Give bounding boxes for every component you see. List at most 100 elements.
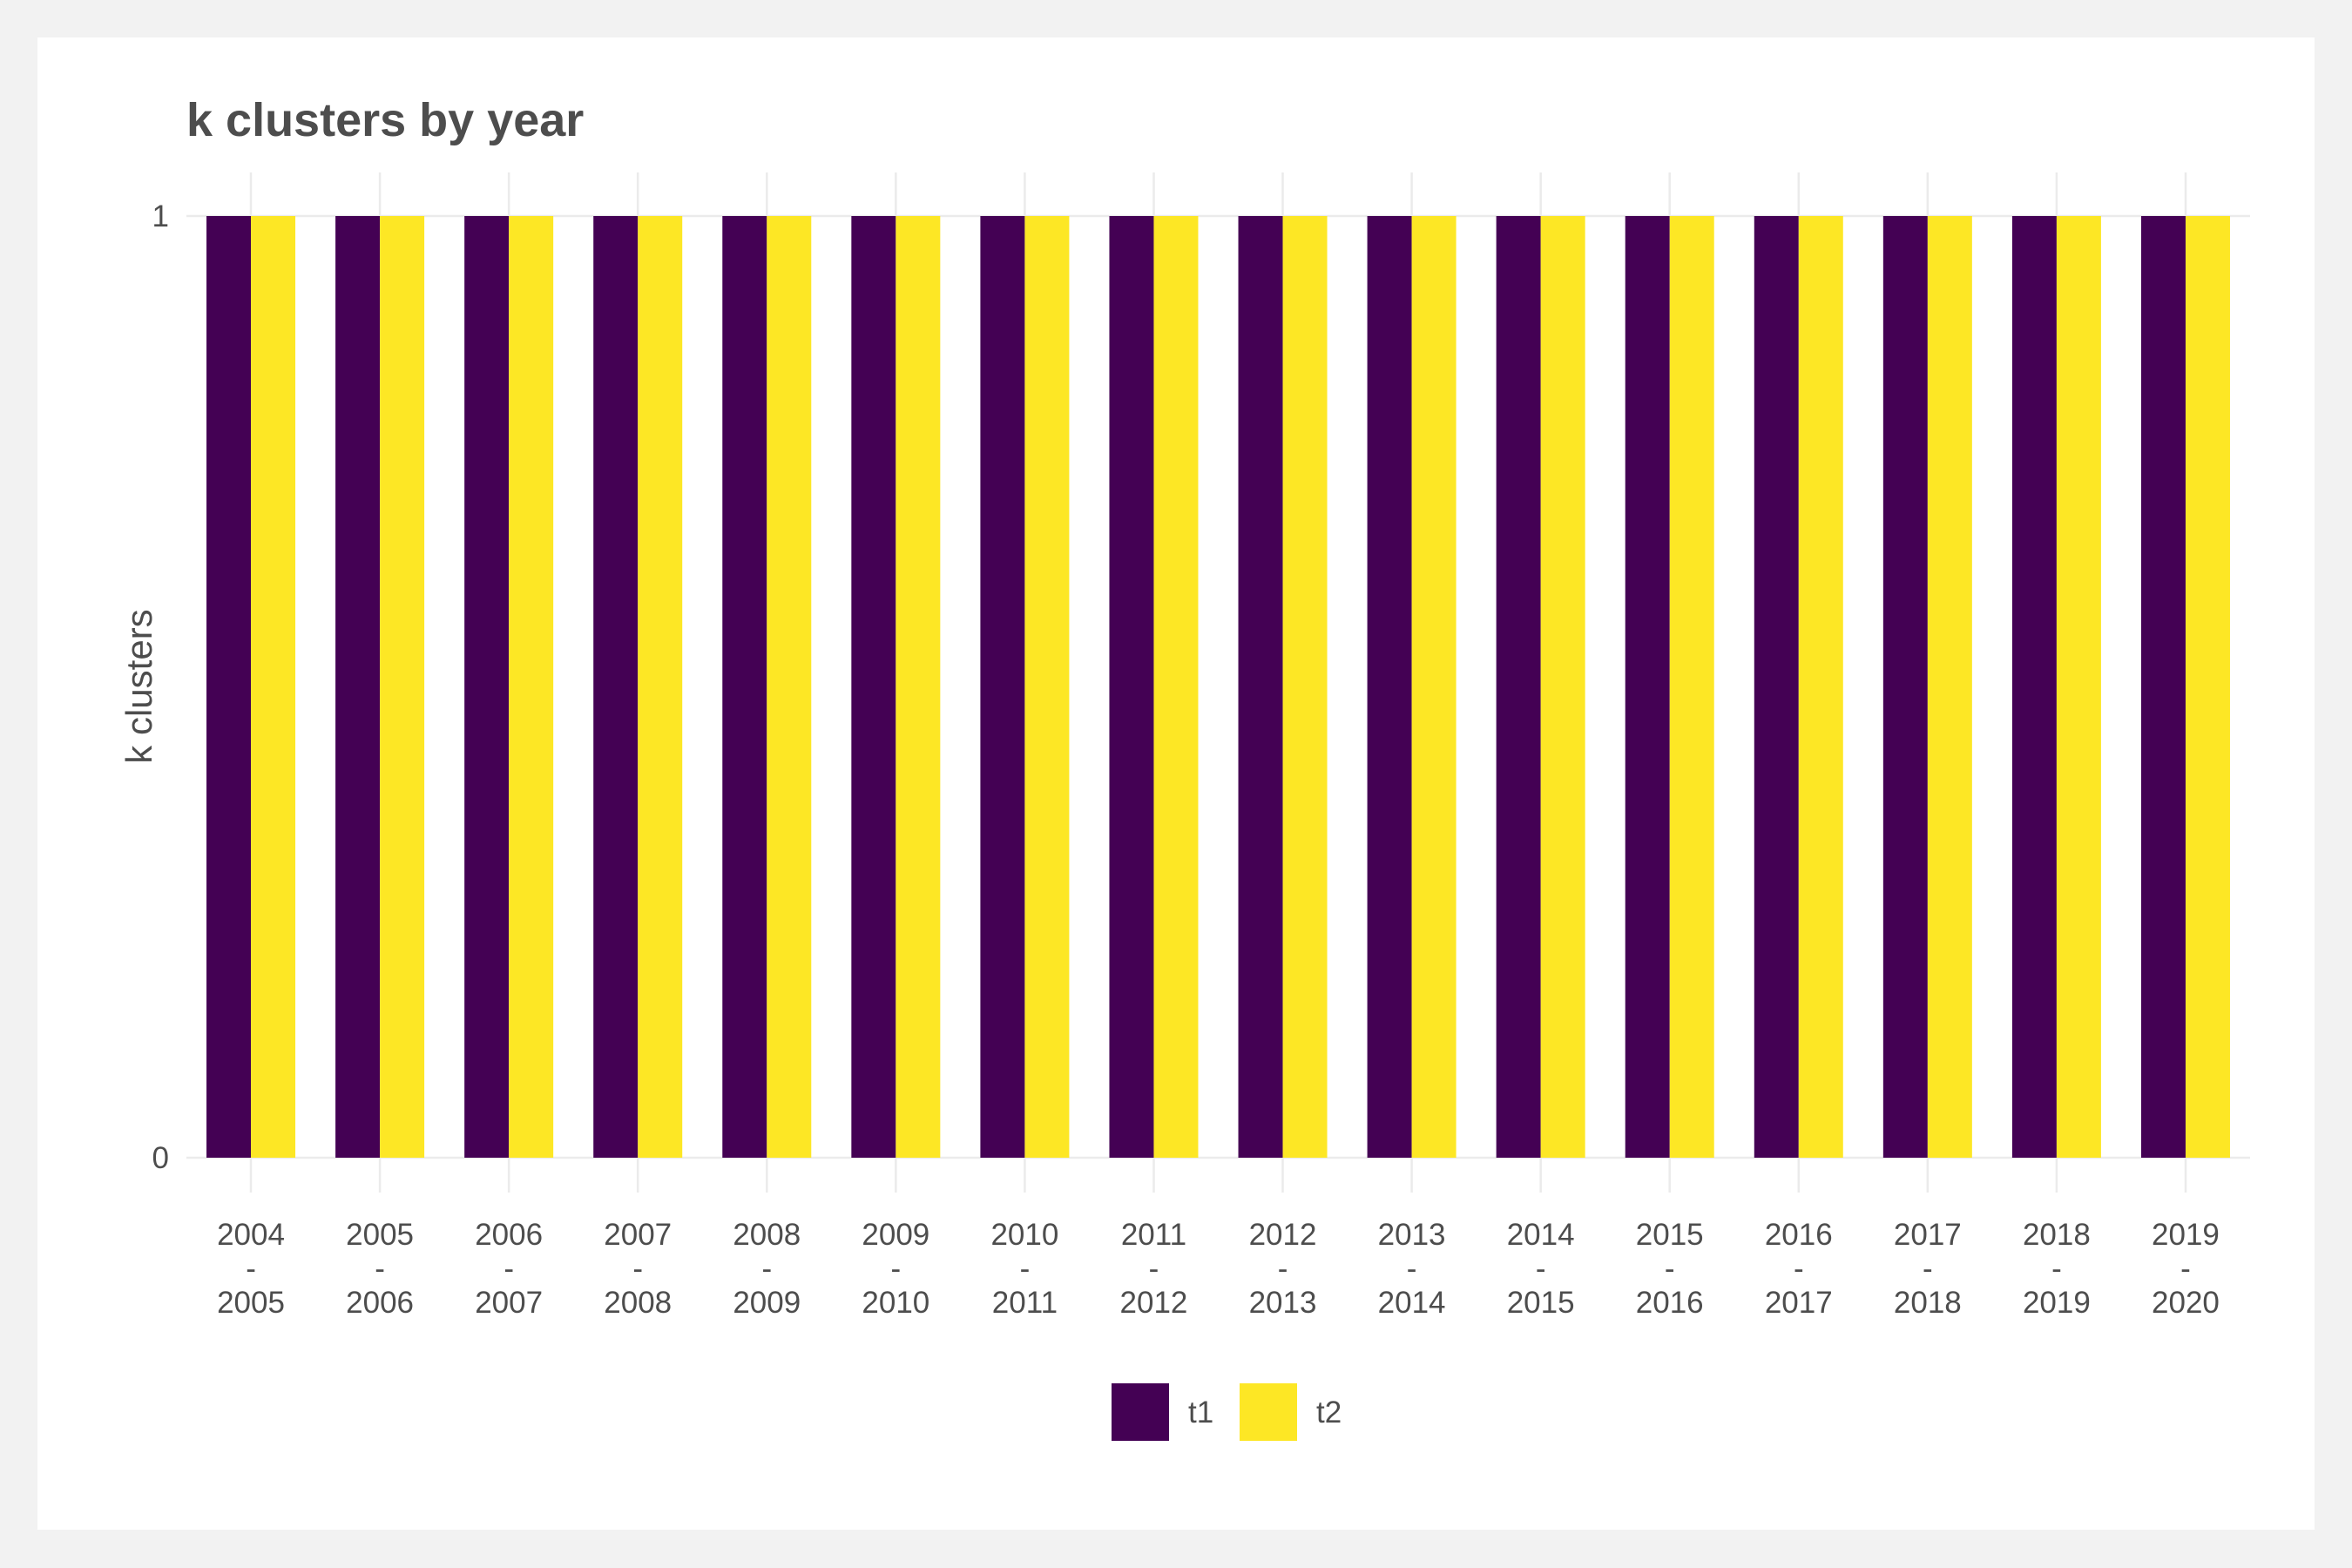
x-axis-ticks: 2004-20052005-20062006-20072007-20082008… <box>217 1218 2220 1320</box>
bar-t1-6 <box>980 216 1025 1158</box>
x-tick-label: 2015-2016 <box>1636 1218 1704 1320</box>
legend-swatch-t2 <box>1240 1383 1297 1441</box>
x-tick-label: 2007-2008 <box>604 1218 672 1320</box>
x-tick-label-line: 2007 <box>604 1218 672 1252</box>
bar-t1-12 <box>1754 216 1799 1158</box>
x-tick-label: 2009-2010 <box>862 1218 929 1320</box>
x-tick-label-line: 2017 <box>1765 1286 1833 1320</box>
bar-t2-15 <box>2185 216 2230 1158</box>
bar-t2-11 <box>1669 216 1714 1158</box>
x-tick-label-line: 2006 <box>346 1286 414 1320</box>
x-tick-label-line: 2012 <box>1120 1286 1188 1320</box>
x-tick-label-line: 2011 <box>1121 1218 1186 1252</box>
y-tick-label: 0 <box>152 1141 169 1175</box>
legend-swatch-t1 <box>1112 1383 1169 1441</box>
x-tick-label-line: 2010 <box>990 1218 1058 1252</box>
bar-t1-8 <box>1238 216 1283 1158</box>
bar-t2-12 <box>1798 216 1843 1158</box>
bar-t1-11 <box>1625 216 1670 1158</box>
x-tick-label-line: 2012 <box>1249 1218 1317 1252</box>
bar-t1-9 <box>1367 216 1412 1158</box>
bar-t1-1 <box>335 216 381 1158</box>
x-tick-label-line: 2014 <box>1378 1286 1446 1320</box>
bar-t1-5 <box>851 216 896 1158</box>
x-tick-label-line: 2015 <box>1636 1218 1704 1252</box>
x-tick-label-line: 2006 <box>475 1218 543 1252</box>
x-tick-label-line: 2007 <box>475 1286 543 1320</box>
x-tick-label: 2008-2009 <box>733 1218 801 1320</box>
x-tick-label-line: - <box>1665 1252 1675 1286</box>
x-tick-label-line: - <box>1923 1252 1933 1286</box>
x-tick-label-line: - <box>1020 1252 1031 1286</box>
x-tick-label: 2012-2013 <box>1249 1218 1317 1320</box>
x-tick-label-line: - <box>375 1252 385 1286</box>
x-tick-label: 2011-2012 <box>1120 1218 1188 1320</box>
x-tick-label-line: 2011 <box>992 1286 1058 1320</box>
bar-t2-1 <box>380 216 425 1158</box>
x-tick-label: 2019-2020 <box>2152 1218 2220 1320</box>
x-tick-label-line: 2014 <box>1507 1218 1575 1252</box>
x-tick-label: 2010-2011 <box>990 1218 1058 1320</box>
x-tick-label-line: 2008 <box>733 1218 801 1252</box>
bar-t1-3 <box>593 216 639 1158</box>
x-tick-label-line: - <box>246 1252 256 1286</box>
x-tick-label-line: - <box>1149 1252 1159 1286</box>
bar-t2-10 <box>1540 216 1585 1158</box>
x-tick-label: 2017-2018 <box>1894 1218 1962 1320</box>
x-tick-label: 2014-2015 <box>1507 1218 1575 1320</box>
bar-t2-14 <box>2056 216 2101 1158</box>
x-tick-label-line: 2009 <box>862 1218 929 1252</box>
x-tick-label-line: 2019 <box>2152 1218 2220 1252</box>
x-tick-label: 2005-2006 <box>346 1218 414 1320</box>
bar-t2-9 <box>1411 216 1456 1158</box>
bar-t2-8 <box>1282 216 1328 1158</box>
x-tick-label-line: 2016 <box>1765 1218 1833 1252</box>
x-tick-label-line: 2013 <box>1249 1286 1317 1320</box>
x-tick-label: 2004-2005 <box>217 1218 285 1320</box>
legend-label-t2: t2 <box>1316 1396 1342 1429</box>
x-tick-label: 2013-2014 <box>1378 1218 1446 1320</box>
x-tick-label-line: - <box>891 1252 902 1286</box>
x-tick-label: 2018-2019 <box>2023 1218 2091 1320</box>
bar-t2-7 <box>1153 216 1199 1158</box>
x-tick-label-line: 2016 <box>1636 1286 1704 1320</box>
bar-t1-2 <box>464 216 510 1158</box>
bar-t2-5 <box>896 216 941 1158</box>
bar-t2-0 <box>251 216 296 1158</box>
x-tick-label: 2006-2007 <box>475 1218 543 1320</box>
x-tick-label-line: - <box>2180 1252 2191 1286</box>
x-tick-label-line: - <box>1794 1252 1804 1286</box>
bar-t1-14 <box>2011 216 2057 1158</box>
x-tick-label-line: 2005 <box>217 1286 285 1320</box>
x-tick-label-line: 2017 <box>1894 1218 1962 1252</box>
legend-label-t1: t1 <box>1188 1396 1213 1429</box>
y-axis-title: k clusters <box>118 609 159 763</box>
bar-t1-4 <box>722 216 767 1158</box>
bar-t1-15 <box>2140 216 2186 1158</box>
bar-t1-13 <box>1882 216 1928 1158</box>
x-tick-label-line: 2008 <box>604 1286 672 1320</box>
x-tick-label-line: - <box>1278 1252 1288 1286</box>
x-tick-label-line: - <box>1407 1252 1417 1286</box>
x-tick-label-line: 2004 <box>217 1218 285 1252</box>
chart-title: k clusters by year <box>186 94 584 146</box>
x-tick-label-line: - <box>2051 1252 2062 1286</box>
bar-t2-13 <box>1927 216 1972 1158</box>
x-tick-label-line: - <box>632 1252 643 1286</box>
x-tick-label-line: 2005 <box>346 1218 414 1252</box>
x-tick-label-line: 2013 <box>1378 1218 1446 1252</box>
x-tick-label-line: - <box>761 1252 772 1286</box>
legend: t1 t2 <box>1112 1383 1342 1441</box>
bar-chart: k clusters by year k clusters 01 2004-20… <box>118 94 2250 1441</box>
x-tick-label-line: 2020 <box>2152 1286 2220 1320</box>
bar-t1-0 <box>206 216 252 1158</box>
y-tick-label: 1 <box>152 199 169 233</box>
x-tick-label: 2016-2017 <box>1765 1218 1833 1320</box>
y-axis-ticks: 01 <box>152 199 169 1175</box>
x-tick-label-line: 2018 <box>1894 1286 1962 1320</box>
bar-t2-2 <box>509 216 554 1158</box>
bars <box>206 216 2230 1158</box>
x-tick-label-line: 2018 <box>2023 1218 2091 1252</box>
bar-t2-3 <box>638 216 683 1158</box>
